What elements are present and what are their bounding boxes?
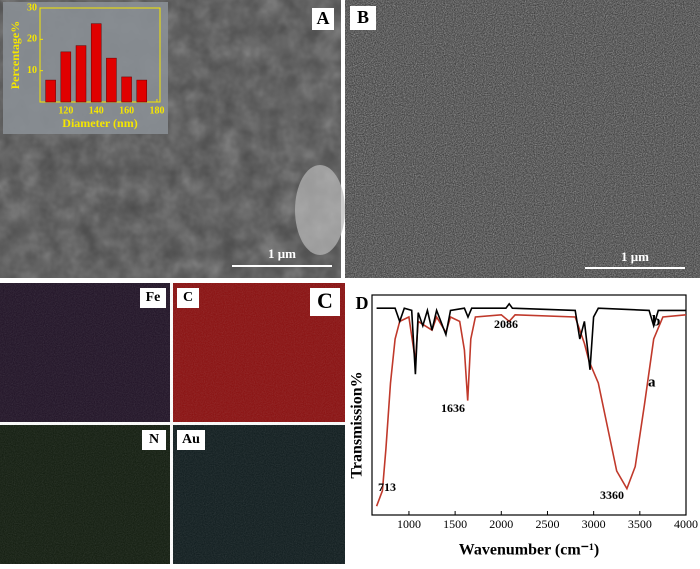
scale-label: 1 μm — [621, 249, 649, 264]
y-tick-label: 10 — [27, 65, 37, 76]
bar — [121, 76, 132, 103]
bar — [75, 45, 87, 103]
label-box — [312, 8, 334, 30]
label-box — [177, 288, 199, 308]
panel-label: A — [317, 8, 330, 28]
eds-label: Au — [182, 432, 200, 447]
sem-texture — [345, 0, 700, 278]
x-tick-label: 180 — [149, 105, 164, 116]
panel-label: D — [356, 293, 369, 313]
y-axis-label: Percentage% — [8, 21, 22, 89]
bar — [136, 79, 148, 103]
y-axis-label: Transmission% — [349, 371, 366, 478]
x-tick-label: 140 — [89, 105, 104, 116]
ftir-chart: 1000 1500 2000 2500 3000 3500 4000 a b 713 1636 208… — [349, 294, 698, 559]
label-box — [177, 430, 205, 450]
panel-label: C — [317, 288, 333, 313]
scale-label: 1 μm — [268, 246, 296, 261]
spectrum-line — [376, 302, 686, 375]
eds-label: N — [149, 432, 159, 447]
x-tick-label: 1500 — [443, 517, 467, 531]
eds-label: Fe — [146, 290, 161, 305]
bar — [106, 57, 117, 103]
peak-annotation: 713 — [378, 480, 396, 494]
x-tick-label: 4000 — [674, 517, 698, 531]
label-box — [350, 6, 376, 30]
eds-label: C — [183, 290, 193, 305]
peak-annotation: 1636 — [441, 401, 465, 415]
x-tick-label: 3500 — [628, 517, 652, 531]
x-tick-label: 120 — [58, 105, 73, 116]
bar — [45, 79, 56, 103]
x-axis-label: Wavenumber (cm⁻¹) — [459, 542, 599, 559]
y-tick-label: 30 — [27, 2, 37, 13]
series-label: b — [652, 313, 660, 329]
bar — [60, 51, 72, 103]
spectrum-line — [375, 313, 687, 507]
x-tick-label: 2000 — [489, 517, 513, 531]
peak-annotation: 2086 — [494, 317, 518, 331]
x-tick-label: 160 — [119, 105, 134, 116]
label-box — [142, 430, 166, 450]
x-tick-label: 2500 — [535, 517, 559, 531]
series-label: a — [648, 374, 656, 390]
x-axis-label: Diameter (nm) — [62, 116, 137, 130]
panel-label: B — [357, 7, 369, 27]
particle — [295, 165, 345, 255]
peak-annotation: 3360 — [600, 488, 624, 502]
x-tick-label: 1000 — [397, 517, 421, 531]
eds-texture — [0, 283, 345, 564]
label-box — [140, 288, 166, 308]
plot-frame — [371, 294, 687, 516]
label-box — [310, 288, 340, 316]
y-tick-label: 20 — [27, 34, 37, 45]
bar — [90, 23, 102, 103]
x-tick-label: 3000 — [582, 517, 606, 531]
inset-histogram: 10 20 30 120 140 160 180 Diameter (nm) Percentag… — [8, 2, 165, 129]
